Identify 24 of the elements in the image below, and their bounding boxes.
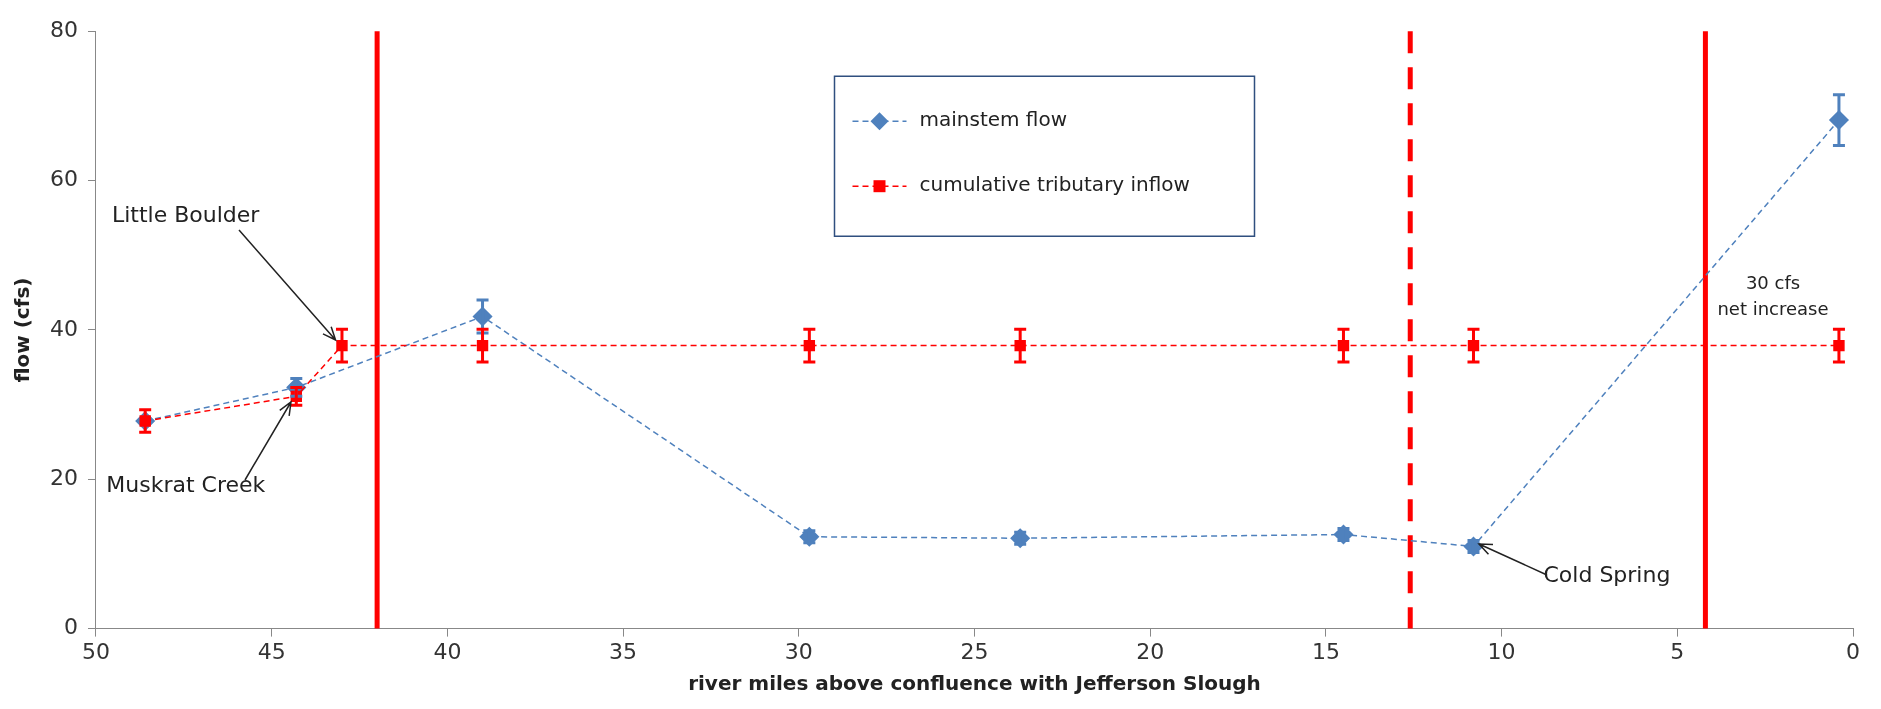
y-axis-title: flow (cfs) — [10, 277, 35, 383]
legend-label: cumulative tributary inflow — [919, 172, 1190, 197]
x-tick-label: 45 — [257, 638, 286, 664]
x-tick-label: 50 — [81, 638, 110, 664]
annotation: Cold Spring — [1543, 562, 1671, 588]
y-tick-label: 20 — [49, 464, 78, 490]
x-tick-label: 10 — [1487, 638, 1516, 664]
y-tick-label: 40 — [49, 315, 78, 341]
x-tick-label: 5 — [1670, 638, 1685, 664]
x-tick-label: 0 — [1846, 638, 1860, 664]
x-tick-label: 20 — [1136, 638, 1165, 664]
x-tick-label: 40 — [433, 638, 462, 664]
y-tick-label: 60 — [49, 166, 78, 192]
annotation: Little Boulder — [111, 201, 260, 227]
x-tick-label: 25 — [960, 638, 989, 664]
x-axis-title: river miles above confluence with Jefferson Slough — [688, 671, 1261, 696]
x-tick-label: 35 — [609, 638, 638, 664]
annotation: 30 cfs net increase — [1716, 271, 1830, 322]
annotation: Muskrat Creek — [106, 472, 266, 498]
x-tick-label: 30 — [784, 638, 813, 664]
legend-label: mainstem flow — [919, 107, 1068, 132]
y-tick-label: 0 — [63, 614, 78, 640]
x-tick-label: 15 — [1311, 638, 1340, 664]
y-tick-label: 80 — [49, 16, 78, 42]
